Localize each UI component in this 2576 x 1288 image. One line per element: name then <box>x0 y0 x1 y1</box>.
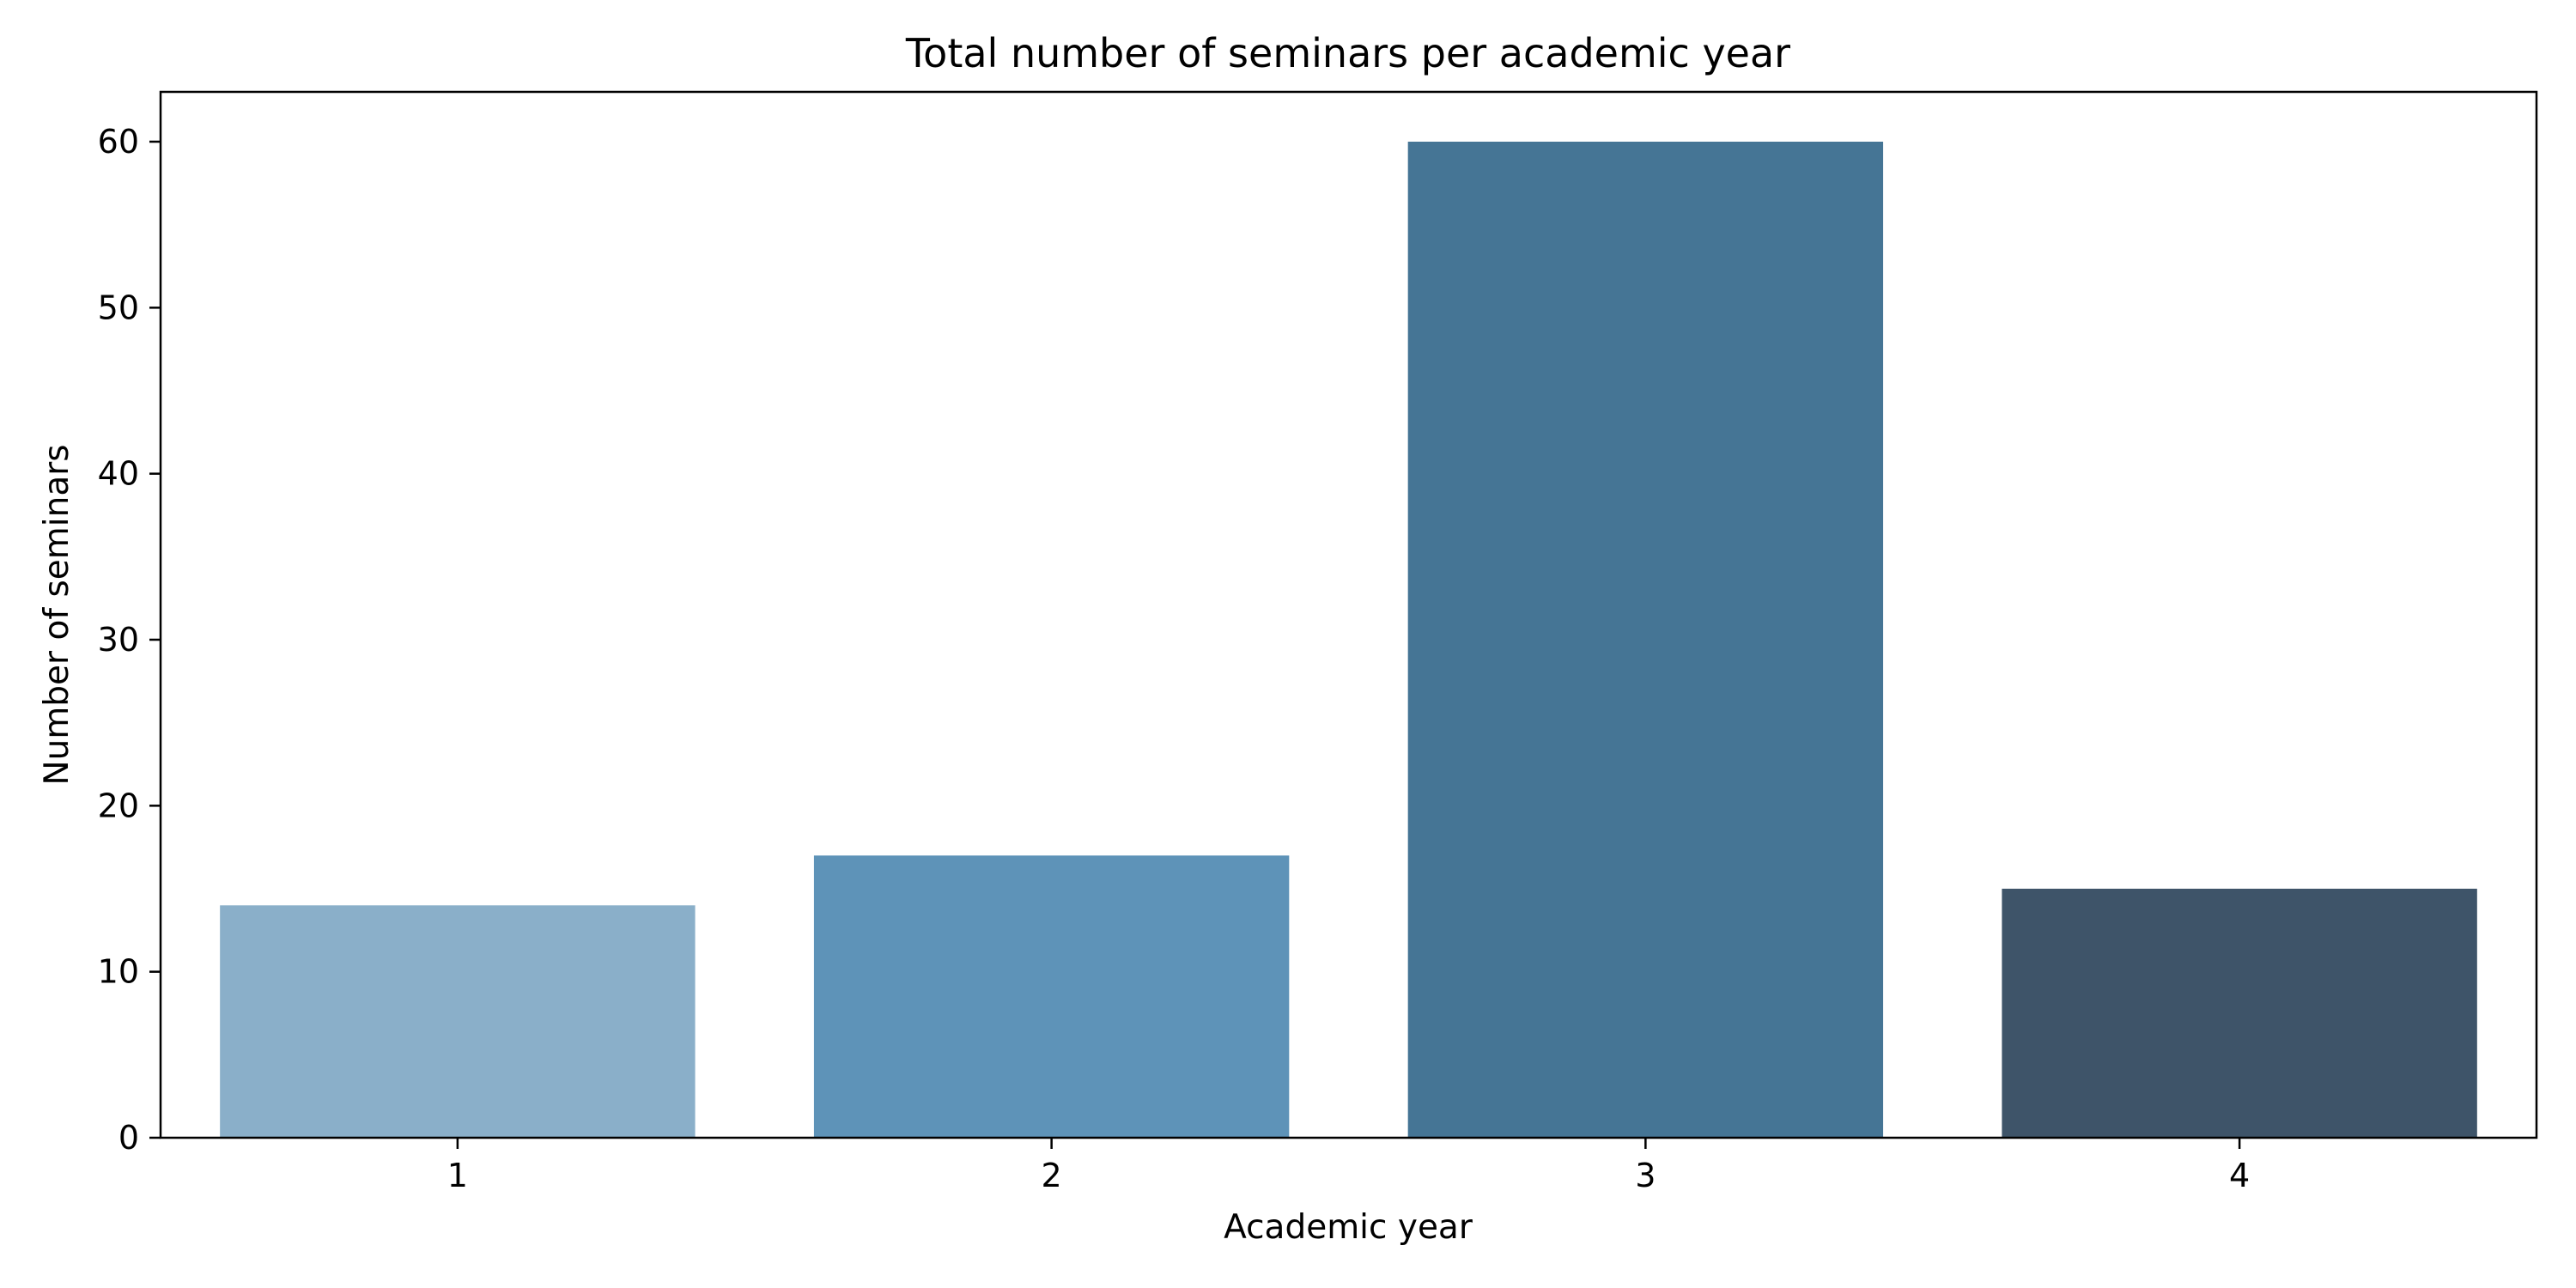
y-tick-label: 50 <box>98 289 139 326</box>
x-tick-label: 1 <box>447 1157 468 1194</box>
y-tick-label: 30 <box>98 621 139 659</box>
bar-4 <box>2002 889 2477 1138</box>
y-tick-label: 10 <box>98 953 139 991</box>
bar-3 <box>1407 142 1884 1138</box>
bar-1 <box>220 905 696 1138</box>
x-axis-ticks: 1 2 3 4 <box>447 1138 2250 1194</box>
y-tick-label: 0 <box>118 1119 139 1157</box>
bars-group <box>220 142 2477 1138</box>
y-axis-label: Number of seminars <box>38 444 76 785</box>
x-tick-label: 3 <box>1635 1157 1656 1194</box>
plot-frame <box>159 90 2538 1139</box>
x-axis-label: Academic year <box>1224 1208 1473 1247</box>
x-tick-label: 4 <box>2229 1157 2250 1194</box>
x-tick-label: 2 <box>1042 1157 1062 1194</box>
y-tick-label: 20 <box>98 787 139 824</box>
y-tick-label: 40 <box>98 455 139 493</box>
bar-2 <box>813 855 1290 1138</box>
y-axis-ticks: 0 10 20 30 40 50 60 <box>98 123 161 1157</box>
y-tick-label: 60 <box>98 123 139 161</box>
chart-title: Total number of seminars per academic ye… <box>905 30 1790 76</box>
